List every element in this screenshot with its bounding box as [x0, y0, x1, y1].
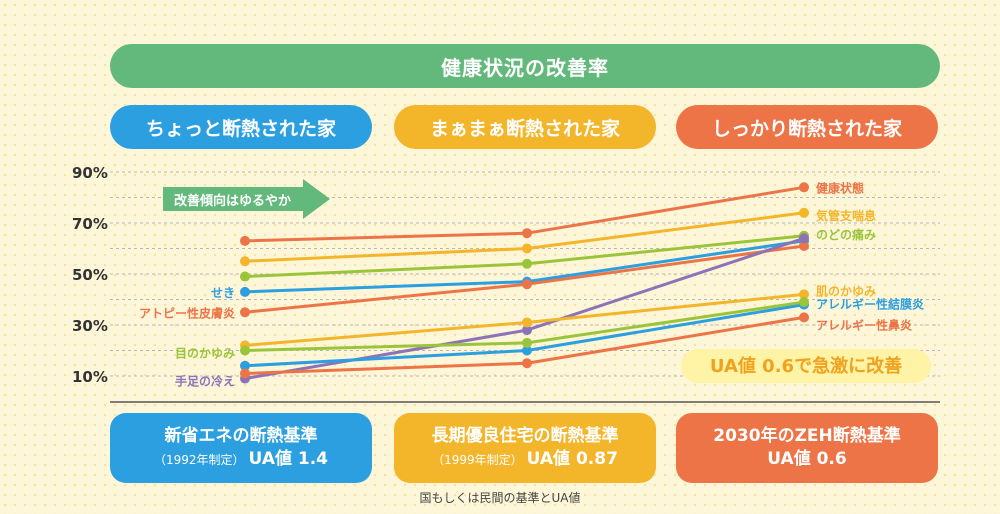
data-point: [799, 207, 809, 218]
chart-title: 健康状況の改善率: [110, 44, 940, 88]
data-point: [799, 182, 809, 193]
y-tick-label: 70%: [72, 215, 108, 233]
data-point: [522, 337, 532, 348]
standard-box-1992: 新省エネの断熱基準 （1992年制定） UA値 1.4: [110, 413, 372, 483]
data-point: [799, 289, 809, 300]
series-label: アレルギー性結膜炎: [816, 297, 924, 312]
series-label: アトピー性皮膚炎: [139, 305, 235, 320]
series-label: 気管支喘息: [816, 208, 876, 223]
data-point: [522, 243, 532, 254]
series-label: アレルギー性鼻炎: [816, 317, 912, 332]
data-point: [522, 317, 532, 328]
data-point: [522, 358, 532, 369]
series-label: せき: [211, 286, 235, 300]
data-point: [240, 271, 250, 282]
data-point: [522, 258, 532, 269]
standard-ua: UA値 0.6: [767, 449, 847, 469]
data-point: [240, 345, 250, 356]
data-point: [799, 297, 809, 308]
data-point: [522, 228, 532, 239]
column-header-strong: しっかり断熱された家: [676, 105, 938, 149]
standard-box-1999: 長期優良住宅の断熱基準 （1999年制定） UA値 0.87: [394, 413, 656, 483]
standard-name: 2030年のZEH断熱基準: [713, 426, 901, 446]
standard-box-zeh: 2030年のZEH断熱基準 UA値 0.6: [676, 413, 938, 483]
series-label: 目のかゆみ: [175, 347, 235, 361]
callout-text: UA値 0.6で急激に改善: [710, 355, 902, 377]
series-label: 肌のかゆみ: [815, 283, 876, 298]
callout-bg: [681, 349, 931, 383]
arrow-shape: [163, 179, 330, 219]
series-label: 健康状態: [816, 180, 864, 195]
y-tick-label: 10%: [72, 368, 108, 386]
y-tick-label: 30%: [72, 317, 108, 335]
standard-note: （1999年制定）: [432, 452, 523, 467]
standard-note: （1992年制定）: [153, 452, 245, 467]
data-point: [799, 312, 809, 323]
standard-ua: UA値 0.87: [526, 448, 618, 469]
data-point: [240, 286, 250, 297]
series-label: 手足の冷え: [175, 374, 235, 389]
arrow-label: 改善傾向はゆるやか: [174, 193, 291, 209]
data-point: [240, 360, 250, 371]
data-point: [522, 325, 532, 336]
data-point: [799, 233, 809, 244]
y-tick-label: 90%: [72, 164, 108, 182]
data-point: [522, 345, 532, 356]
data-point: [799, 240, 809, 251]
standard-ua: UA値 1.4: [248, 448, 329, 469]
y-tick-label: 50%: [72, 266, 108, 284]
data-point: [240, 307, 250, 318]
standard-name: 新省エネの断熱基準: [164, 425, 318, 446]
footnote: 国もしくは民間の基準とUA値: [419, 491, 581, 505]
data-point: [240, 235, 250, 246]
standard-name: 長期優良住宅の断熱基準: [431, 425, 619, 446]
series-label: のどの痛み: [816, 227, 876, 242]
column-header-moderate: まぁまぁ断熱された家: [394, 105, 656, 149]
data-point: [240, 256, 250, 267]
data-point: [240, 368, 250, 379]
column-header-modest: ちょっと断熱された家: [110, 105, 372, 149]
data-point: [522, 279, 532, 290]
